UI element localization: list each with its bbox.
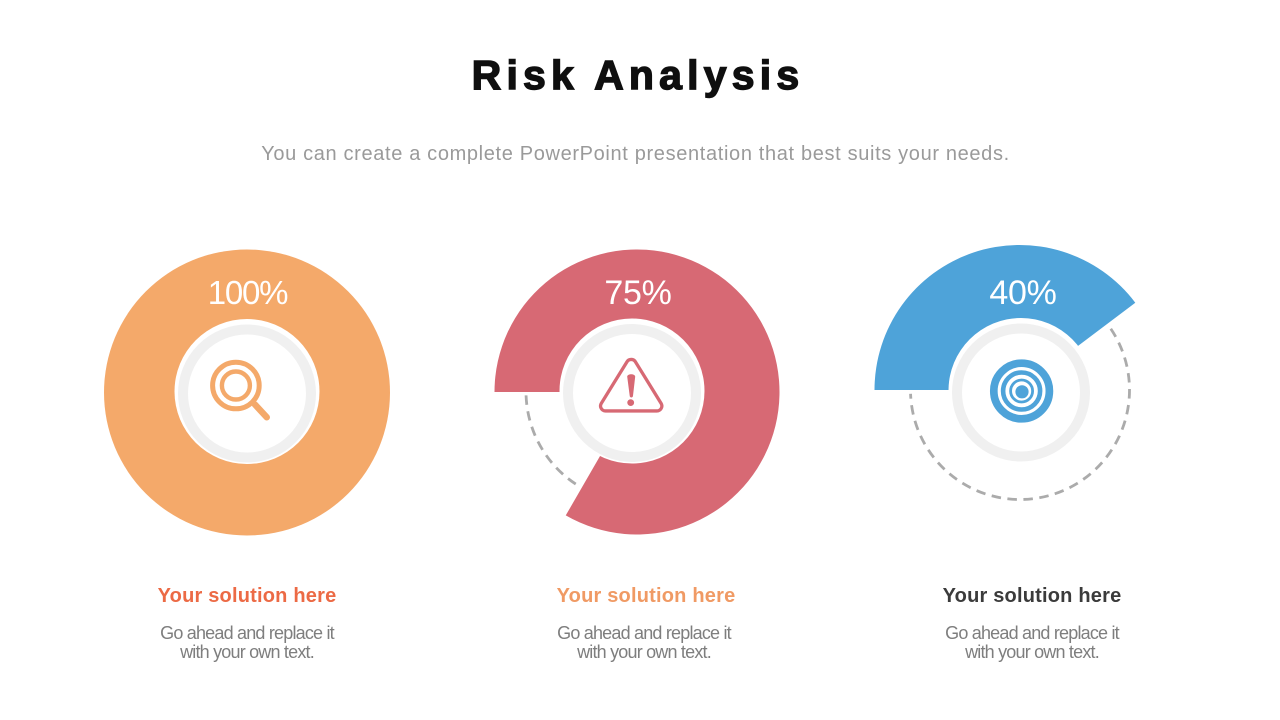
svg-text:75%: 75% [604, 274, 671, 312]
svg-text:100%: 100% [208, 274, 288, 311]
svg-text:40%: 40% [989, 274, 1056, 312]
